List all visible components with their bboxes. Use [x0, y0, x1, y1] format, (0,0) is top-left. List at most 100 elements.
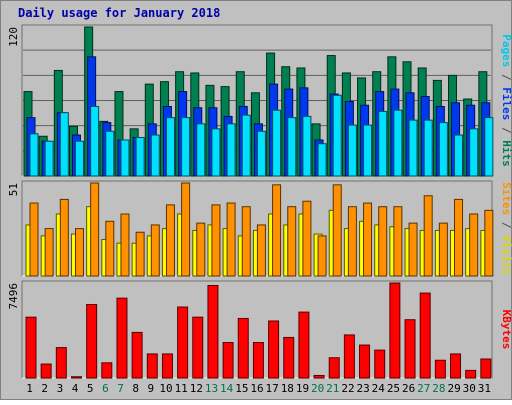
- bar-sites-day-30: [469, 213, 479, 277]
- day-label-24: 24: [372, 382, 386, 395]
- legend-entry-files: Files: [500, 87, 512, 120]
- bar-pages-day-15: [241, 114, 251, 177]
- bar-pages-day-30: [469, 128, 479, 177]
- bar-pages-day-3: [59, 112, 69, 177]
- day-label-18: 18: [281, 382, 294, 395]
- day-label-23: 23: [357, 382, 370, 395]
- bar-pages-day-7: [120, 139, 130, 177]
- bar-sites-day-4: [74, 228, 84, 277]
- bar-kbytes-day-13: [207, 284, 219, 379]
- bar-kbytes-day-15: [237, 317, 249, 379]
- day-label-17: 17: [266, 382, 279, 395]
- bar-pages-day-21: [332, 94, 342, 177]
- bar-sites-day-20: [317, 235, 327, 277]
- bar-kbytes-day-1: [25, 316, 37, 379]
- bar-kbytes-day-17: [268, 320, 280, 379]
- bar-kbytes-day-27: [419, 292, 431, 379]
- bar-kbytes-day-19: [298, 311, 310, 379]
- bar-pages-day-1: [29, 133, 39, 177]
- day-label-2: 2: [41, 382, 48, 395]
- bar-pages-day-17: [272, 109, 282, 177]
- bar-pages-day-26: [408, 119, 418, 177]
- bar-sites-day-10: [165, 204, 175, 277]
- legend-entry-visits: Visits: [500, 235, 512, 275]
- bar-kbytes-day-30: [465, 369, 477, 379]
- bar-kbytes-day-2: [40, 363, 52, 379]
- bar-pages-day-16: [256, 130, 266, 177]
- bar-sites-day-5: [90, 182, 100, 277]
- panel-legend-label: Sites / Visits: [500, 182, 512, 275]
- day-label-3: 3: [57, 382, 64, 395]
- day-label-16: 16: [250, 382, 263, 395]
- panel-y-max-label: 7496: [7, 283, 20, 310]
- day-label-15: 15: [235, 382, 248, 395]
- bar-sites-day-31: [484, 209, 494, 277]
- panel-legend-label: Pages / Files / Hits: [500, 34, 512, 167]
- bar-kbytes-day-23: [359, 344, 371, 379]
- bar-sites-day-19: [302, 200, 312, 277]
- bar-kbytes-day-26: [404, 319, 416, 379]
- bar-sites-day-26: [408, 222, 418, 277]
- bar-kbytes-day-14: [222, 342, 234, 379]
- legend-entry-pages: Pages: [500, 34, 512, 67]
- legend-entry-: /: [500, 67, 512, 87]
- bar-kbytes-day-18: [283, 336, 295, 379]
- bar-kbytes-day-31: [480, 358, 492, 379]
- bar-sites-day-27: [423, 195, 433, 277]
- bar-pages-day-5: [90, 105, 100, 177]
- bar-sites-day-7: [120, 213, 130, 277]
- chart-title: Daily usage for January 2018: [18, 6, 220, 20]
- legend-entry-kbytes: KBytes: [500, 310, 512, 350]
- bar-kbytes-day-7: [116, 297, 128, 379]
- day-label-1: 1: [26, 382, 33, 395]
- bar-sites-day-15: [241, 206, 251, 277]
- bar-kbytes-day-24: [374, 349, 386, 379]
- bar-kbytes-day-28: [434, 359, 446, 379]
- day-label-5: 5: [87, 382, 94, 395]
- bar-pages-day-25: [393, 109, 403, 177]
- bar-kbytes-day-20: [313, 374, 325, 379]
- bar-pages-day-29: [454, 134, 464, 177]
- bar-sites-day-1: [29, 202, 39, 277]
- bar-pages-day-31: [484, 117, 494, 177]
- chart-panel-1: 120 Pages / Files / Hits: [7, 24, 512, 177]
- bar-pages-day-20: [317, 143, 327, 177]
- bar-kbytes-day-3: [55, 347, 67, 379]
- bar-sites-day-13: [211, 204, 221, 277]
- bar-sites-day-22: [347, 206, 357, 277]
- bar-pages-day-4: [74, 140, 84, 177]
- bar-kbytes-day-12: [192, 316, 204, 379]
- day-label-8: 8: [132, 382, 139, 395]
- bar-kbytes-day-29: [450, 353, 462, 379]
- bar-kbytes-day-9: [146, 353, 158, 379]
- bar-pages-day-12: [196, 123, 206, 177]
- panel-legend-label: KBytes: [500, 310, 512, 350]
- bar-pages-day-6: [105, 130, 115, 177]
- panel-y-max-label: 51: [7, 183, 20, 196]
- bar-sites-day-21: [332, 184, 342, 277]
- bar-sites-day-25: [393, 206, 403, 277]
- day-label-12: 12: [190, 382, 203, 395]
- bar-sites-day-8: [135, 231, 145, 277]
- day-label-6: 6: [102, 382, 109, 395]
- bar-pages-day-2: [44, 140, 54, 177]
- bar-sites-day-24: [378, 206, 388, 277]
- legend-entry-: /: [500, 120, 512, 140]
- bar-sites-day-9: [150, 224, 160, 277]
- chart-panel-2: 51 Sites / Visits: [7, 180, 512, 277]
- day-label-20: 20: [311, 382, 324, 395]
- bar-pages-day-24: [378, 110, 388, 177]
- bar-sites-day-18: [287, 206, 297, 277]
- chart-panel-3: 7496 KBytes: [7, 280, 512, 379]
- bar-kbytes-day-25: [389, 282, 401, 379]
- panel-y-max-label: 120: [7, 27, 20, 47]
- day-label-10: 10: [159, 382, 172, 395]
- day-label-7: 7: [117, 382, 124, 395]
- bar-pages-day-10: [165, 117, 175, 177]
- bar-sites-day-12: [196, 222, 206, 277]
- day-label-31: 31: [478, 382, 491, 395]
- bar-pages-day-14: [226, 123, 236, 177]
- day-label-22: 22: [341, 382, 354, 395]
